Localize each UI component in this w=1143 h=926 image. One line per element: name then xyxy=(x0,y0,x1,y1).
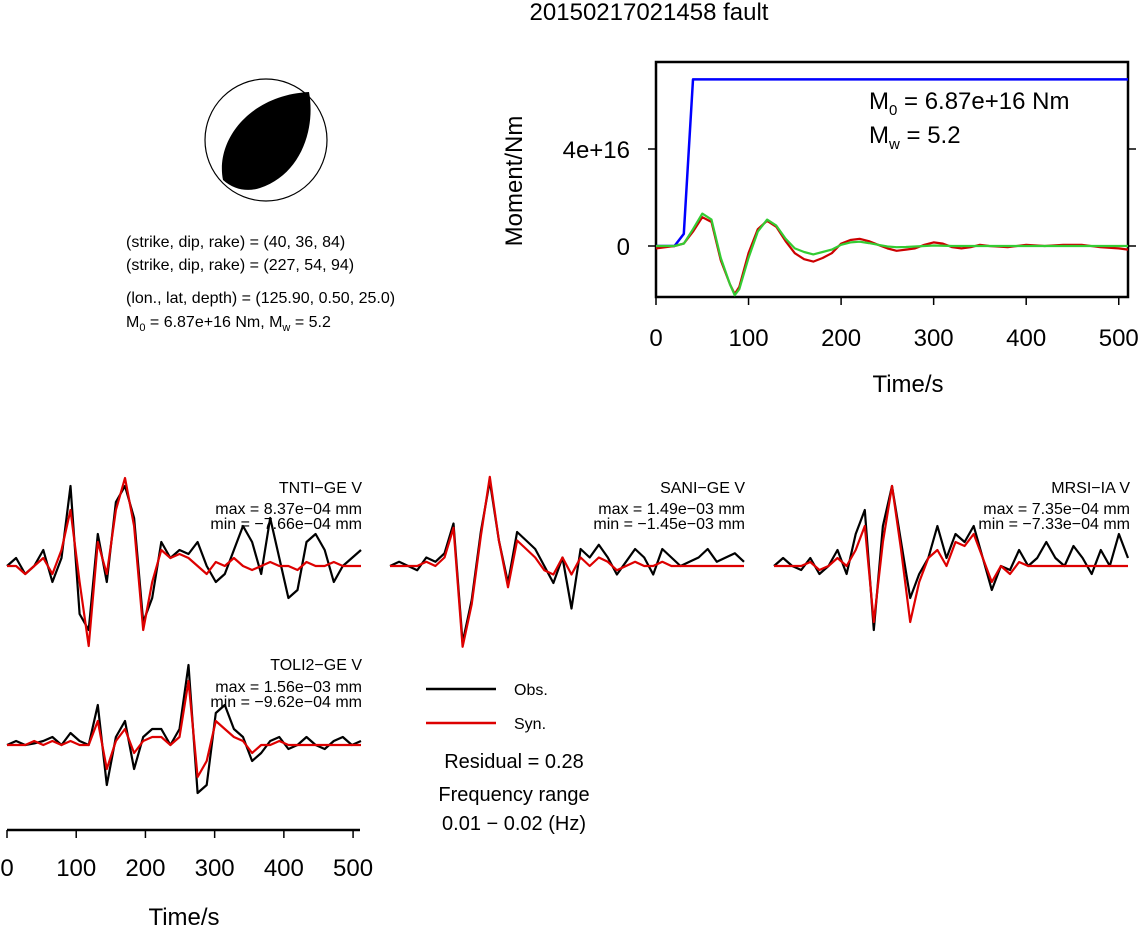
waveform-x-axis-label: Time/s xyxy=(148,904,219,926)
mw-value: = 5.2 xyxy=(290,314,331,331)
moment-x-tick-label: 300 xyxy=(914,325,954,352)
waveform-axis-tick-label: 100 xyxy=(56,855,96,882)
waveform-axis-ticks: 0 100 200 300 400 500 xyxy=(0,830,373,882)
waveform-syn-trace-0 xyxy=(7,476,361,648)
m0-value: = 6.87e+16 Nm, M xyxy=(145,314,282,331)
moment-x-tick-label: 400 xyxy=(1006,325,1046,352)
moment-mw-annotation: Mw = 5.2 xyxy=(869,122,961,153)
moment-x-axis: 0 100 200 300 400 500 xyxy=(649,297,1139,352)
legend-syn-label: Syn. xyxy=(514,716,546,733)
waveform-obs-trace-1 xyxy=(389,479,745,644)
station-name-tnti: TNTI−GE V xyxy=(279,480,362,497)
waveform-axis-tick-label: 0 xyxy=(0,855,13,882)
moment-rate-chart: 0 100 200 300 400 500 0 4e+16 Time/s Moment/Nm… xyxy=(501,60,1139,398)
moment-x-tick-label: 200 xyxy=(821,325,861,352)
waveform-obs-trace-3 xyxy=(6,663,362,795)
waveform-axis-tick-label: 400 xyxy=(264,855,304,882)
moment-x-tick-label: 0 xyxy=(649,325,662,352)
annot-mw-subscript: w xyxy=(888,136,900,153)
station-name-sani: SANI−GE V xyxy=(660,480,745,497)
station-min-sani: min = −1.45e−03 mm xyxy=(593,516,745,533)
station-labels: TNTI−GE V max = 8.37e−04 mm min = −7.66e… xyxy=(210,480,1130,711)
waveform-obs-trace-2 xyxy=(773,484,1130,632)
waveform-syn-trace-1 xyxy=(390,475,744,648)
waveform-axis-tick-label: 200 xyxy=(125,855,165,882)
moment-chart-frame xyxy=(654,60,1130,299)
moment-magnitude-text: M0 = 6.87e+16 Nm, Mw = 5.2 xyxy=(126,314,331,334)
waveform-panels xyxy=(6,475,1130,795)
station-name-mrsi: MRSI−IA V xyxy=(1051,480,1130,497)
annot-m0-symbol: M xyxy=(869,88,889,115)
m0-symbol: M xyxy=(126,314,139,331)
station-max-tnti: max = 8.37e−04 mm xyxy=(215,501,362,518)
moment-y-axis-label: Moment/Nm xyxy=(501,116,528,247)
station-min-toli2: min = −9.62e−04 mm xyxy=(210,694,362,711)
station-max-sani: max = 1.49e−03 mm xyxy=(598,501,745,518)
mw-subscript: w xyxy=(281,322,290,334)
station-name-toli2: TOLI2−GE V xyxy=(270,657,362,674)
moment-x-axis-label: Time/s xyxy=(872,371,943,398)
beachball-compressional-quadrant xyxy=(221,92,311,190)
mechanism-info: (strike, dip, rake) = (40, 36, 84) (stri… xyxy=(126,234,395,334)
annot-m0-subscript: 0 xyxy=(889,102,897,119)
residual-text: Residual = 0.28 xyxy=(444,751,584,773)
annot-mw-value: = 5.2 xyxy=(900,122,961,149)
moment-x-tick-label: 100 xyxy=(729,325,769,352)
moment-y-tick-label: 0 xyxy=(617,234,630,261)
waveform-axis-tick-label: 500 xyxy=(333,855,373,882)
waveform-syn-trace-2 xyxy=(774,484,1128,624)
moment-y-axis: 0 4e+16 xyxy=(563,137,1136,261)
beachball xyxy=(204,78,328,202)
figure-title: 20150217021458 fault xyxy=(530,0,769,26)
m0-subscript: 0 xyxy=(139,322,145,334)
waveform-axis-tick-label: 300 xyxy=(195,855,235,882)
nodal-plane-1: (strike, dip, rake) = (40, 36, 84) xyxy=(126,234,345,251)
waveform-syn-trace-3 xyxy=(7,679,361,779)
station-max-mrsi: max = 7.35e−04 mm xyxy=(983,501,1130,518)
station-min-tnti: min = −7.66e−04 mm xyxy=(210,516,362,533)
moment-series-2 xyxy=(656,212,1128,297)
hypocenter-location: (lon., lat, depth) = (125.90, 0.50, 25.0… xyxy=(126,290,395,307)
waveform-time-axis: 0 100 200 300 400 500 Time/s xyxy=(0,828,373,926)
nodal-plane-2: (strike, dip, rake) = (227, 54, 94) xyxy=(126,257,354,274)
moment-m0-annotation: M0 = 6.87e+16 Nm xyxy=(869,88,1069,119)
annot-mw-symbol: M xyxy=(869,122,889,149)
waveform-legend: Obs. Syn. Residual = 0.28 Frequency rang… xyxy=(426,682,590,835)
annot-m0-value: = 6.87e+16 Nm xyxy=(897,88,1069,115)
moment-y-tick-label: 4e+16 xyxy=(563,137,630,164)
moment-series-group xyxy=(655,78,1129,297)
frequency-range-title: Frequency range xyxy=(438,784,589,806)
station-min-mrsi: min = −7.33e−04 mm xyxy=(978,516,1130,533)
station-max-toli2: max = 1.56e−03 mm xyxy=(215,679,362,696)
frequency-range-value: 0.01 − 0.02 (Hz) xyxy=(442,813,586,835)
moment-series-1 xyxy=(655,216,1129,296)
moment-x-tick-label: 500 xyxy=(1099,325,1139,352)
legend-obs-label: Obs. xyxy=(514,682,548,699)
